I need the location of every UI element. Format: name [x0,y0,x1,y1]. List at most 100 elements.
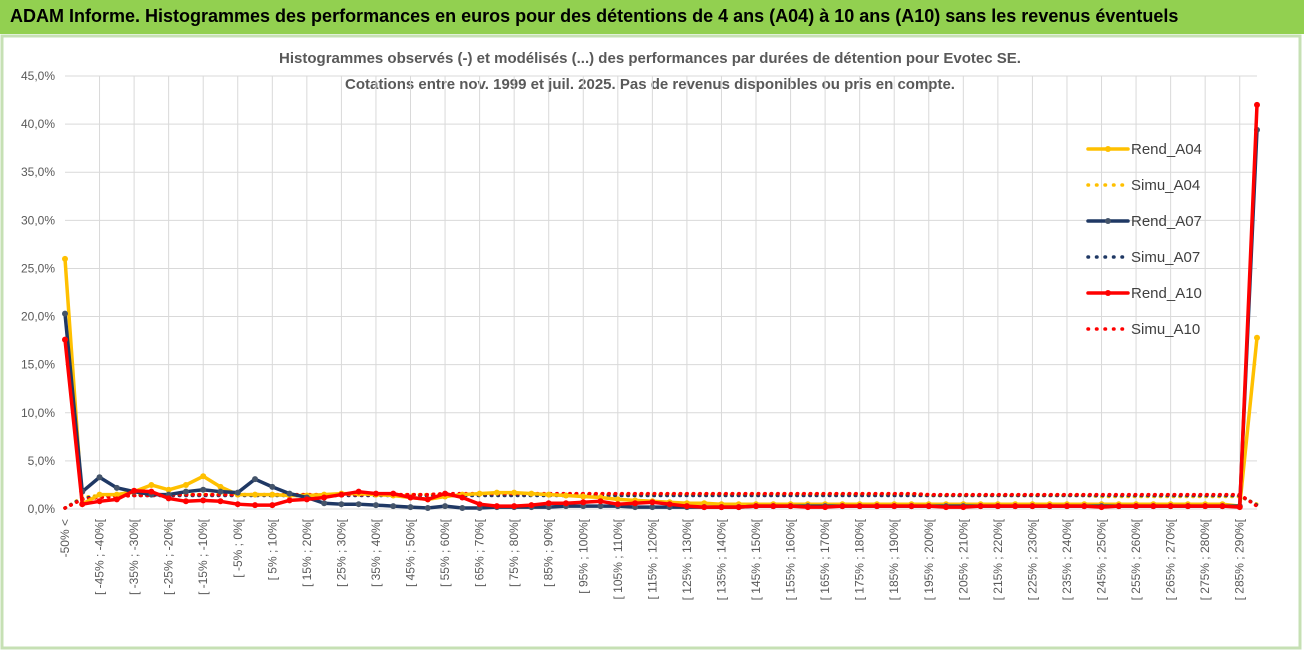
point-marker [200,486,207,493]
y-tick-label: 5,0% [28,454,56,468]
point-marker [683,503,690,510]
point-marker [269,491,276,498]
x-tick-label: [ 245% ; 250%[ [1095,518,1109,600]
x-tick-label: [ 125% ; 130%[ [680,518,694,600]
y-tick-label: 0,0% [28,502,56,516]
chart-frame [0,34,1302,650]
point-marker [200,497,207,504]
point-marker [182,488,189,495]
point-marker [62,336,68,343]
point-marker [372,502,379,509]
x-tick-label: [ 225% ; 230%[ [1025,518,1039,600]
x-tick-label: [ 155% ; 160%[ [784,518,798,600]
point-marker [545,500,552,507]
chart-subtitle: Cotations entre nov. 1999 et juil. 2025.… [345,76,955,93]
point-marker [131,487,138,494]
point-marker [1012,503,1019,510]
point-marker [580,493,587,500]
point-marker [459,505,466,512]
point-marker [252,502,259,509]
point-marker [165,486,172,493]
point-marker [303,496,310,503]
point-marker [217,483,224,490]
point-marker [252,491,259,498]
point-marker [562,492,569,499]
point-marker [493,503,500,510]
x-tick-label: [ 185% ; 190%[ [887,518,901,600]
y-tick-label: 45,0% [21,69,55,83]
chart: Histogrammes observés (-) et modélisés (… [0,34,1302,650]
legend-label: Rend_A04 [1131,141,1202,158]
point-marker [321,500,328,507]
point-marker [1167,503,1174,510]
y-tick-label: 10,0% [21,406,55,420]
point-marker [1029,503,1036,510]
point-marker [476,490,483,497]
legend-label: Rend_A10 [1131,285,1202,302]
point-marker [493,489,500,496]
point-marker [62,310,68,317]
y-tick-label: 35,0% [21,165,55,179]
point-marker [597,503,604,510]
legend-marker [1105,290,1111,296]
point-marker [113,491,120,498]
point-marker [355,501,362,508]
x-tick-label: [ 25% ; 30%[ [334,518,348,587]
legend-label: Simu_A07 [1131,249,1200,266]
point-marker [286,490,293,497]
point-marker [960,504,967,511]
point-marker [355,488,362,495]
y-tick-label: 40,0% [21,117,55,131]
x-tick-label: [ 195% ; 200%[ [922,518,936,600]
point-marker [649,504,656,511]
point-marker [165,495,172,502]
x-tick-label: [ 75% ; 80%[ [507,518,521,587]
x-tick-label: [ 5% ; 10%[ [265,518,279,580]
point-marker [269,502,276,509]
point-marker [511,503,518,510]
y-tick-label: 25,0% [21,261,55,275]
point-marker [79,501,86,508]
point-marker [614,501,621,508]
x-tick-label: [ 135% ; 140%[ [714,518,728,600]
header-title: ADAM Informe. Histogrammes des performan… [0,0,1304,34]
legend-label: Simu_A04 [1131,177,1200,194]
point-marker [442,503,449,510]
point-marker [856,503,863,510]
x-tick-label: [ -35% ; -30%[ [127,518,141,595]
x-tick-label: [ 55% ; 60%[ [438,518,452,587]
point-marker [269,483,276,490]
x-tick-label: [ -45% ; -40%[ [93,518,107,595]
point-marker [390,490,397,497]
point-marker [234,489,241,496]
point-marker [424,496,431,503]
point-marker [338,491,345,498]
x-tick-label: [ 145% ; 150%[ [749,518,763,600]
x-tick-label: [ 15% ; 20%[ [300,518,314,587]
x-tick-label: [ 95% ; 100%[ [576,518,590,593]
point-marker [1063,503,1070,510]
point-marker [96,474,103,481]
x-tick-label: [ 115% ; 120%[ [645,518,659,599]
point-marker [822,504,829,511]
point-marker [528,490,535,497]
point-marker [511,489,518,496]
point-marker [338,501,345,508]
x-tick-label: [ -25% ; -20%[ [162,518,176,595]
point-marker [148,481,155,488]
x-tick-label: [ 205% ; 210%[ [956,518,970,600]
legend-label: Rend_A07 [1131,213,1202,230]
point-marker [701,504,708,511]
point-marker [1184,503,1191,510]
point-marker [977,503,984,510]
x-tick-label: [ -15% ; -10%[ [196,518,210,595]
point-marker [614,496,621,503]
point-marker [182,498,189,505]
x-tick-label: [ 65% ; 70%[ [473,518,487,587]
point-marker [321,494,328,501]
point-marker [562,500,569,507]
point-marker [1098,504,1105,511]
x-tick-label: [ 235% ; 240%[ [1060,518,1074,600]
point-marker [372,490,379,497]
point-marker [1150,503,1157,510]
